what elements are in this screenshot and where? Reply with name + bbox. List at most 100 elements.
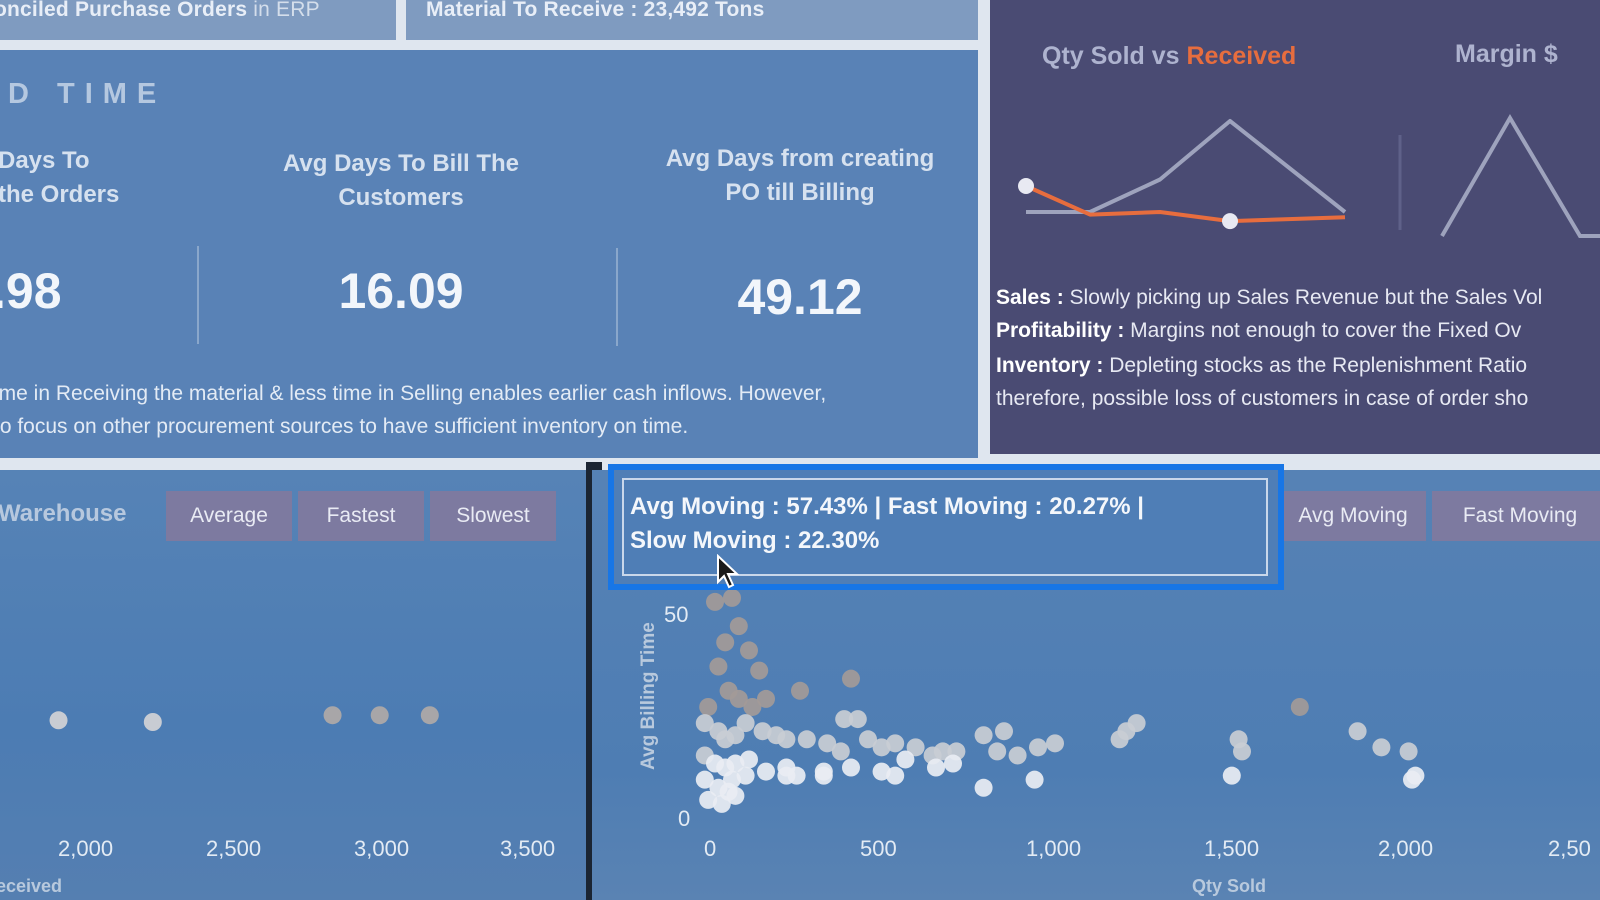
x-tick: 1,000: [1026, 836, 1082, 861]
kpi-po-to-billing-value: 49.12: [737, 269, 863, 325]
scatter-point: [726, 786, 745, 805]
scatter-point: [729, 617, 748, 636]
scatter-point: [420, 706, 439, 725]
scatter-point: [872, 762, 891, 781]
kpi-label-line: Avg Days from creating: [665, 145, 935, 172]
scatter-point: [695, 770, 714, 789]
scatter-point: [709, 657, 728, 676]
scatter-point: [835, 710, 854, 729]
scatter-point: [757, 689, 775, 708]
scatter-point: [842, 758, 860, 777]
summary-line-label: Inventory :: [996, 354, 1104, 377]
scatter-point: [1222, 766, 1241, 785]
kpi-label-line: Customers: [338, 184, 464, 211]
qty-sold-vs-billing-scatter[interactable]: [592, 470, 1600, 900]
scatter-point: [1127, 714, 1146, 733]
qty-sold-vs-received-title: Qty Sold vs Received: [1042, 42, 1296, 71]
scatter-point: [729, 689, 748, 708]
scatter-point: [695, 714, 714, 733]
scatter-point: [859, 730, 877, 749]
scatter-point: [1046, 734, 1064, 753]
summary-line: Sales : Slowly picking up Sales Revenue …: [996, 286, 1542, 310]
x-tick: 2,50: [1548, 836, 1591, 861]
summary-panel: Qty Sold vs Received Margin $ Sales : Sl…: [990, 0, 1600, 454]
kpi-label-line: Days To: [0, 147, 90, 174]
scatter-point: [736, 766, 755, 785]
material-to-receive-text: Material To Receive : 23,492 Tons: [426, 0, 765, 21]
tooltip-content: Avg Moving : 57.43% | Fast Moving : 20.2…: [622, 478, 1268, 576]
mouse-cursor-icon: [717, 554, 740, 589]
chart-title-highlight: Received: [1186, 42, 1297, 70]
scatter-point: [974, 726, 993, 745]
kpi-divider: [616, 248, 618, 346]
x-tick: 1,500: [1204, 836, 1260, 861]
scatter-point: [699, 790, 718, 809]
scatter-point: [750, 661, 769, 680]
warehouse-panel: Warehouse Average Fastest Slowest 2,000 …: [0, 470, 586, 900]
x-tick: 500: [860, 836, 897, 861]
fast-moving-button[interactable]: Fast Moving: [1432, 491, 1600, 541]
warehouse-title: Warehouse: [0, 500, 127, 527]
fastest-button[interactable]: Fastest: [298, 491, 424, 541]
scatter-point: [723, 770, 741, 789]
scatter-point: [995, 722, 1013, 741]
scatter-point: [777, 730, 796, 749]
scatter-point: [1348, 722, 1367, 741]
kpi-days-to-orders-label: Days To the Orders: [0, 144, 119, 212]
sold-series-line: [1026, 119, 1347, 214]
scatter-point: [740, 750, 758, 769]
scatter-point: [726, 726, 745, 745]
kpi-label-line: PO till Billing: [725, 179, 875, 206]
scatter-point: [848, 710, 867, 729]
scatter-point: [814, 766, 833, 785]
qty-sold-vs-received-sparkline: [1018, 114, 1600, 238]
y-tick: 50: [664, 602, 689, 627]
scatter-point: [797, 730, 816, 749]
x-tick: 2,000: [1378, 836, 1434, 861]
billing-scatter-panel: Avg Moving Fast Moving Avg Billing Time …: [592, 470, 1600, 900]
summary-line: Profitability : Margins not enough to co…: [996, 319, 1521, 343]
note-line: ime in Receiving the material & less tim…: [0, 382, 827, 405]
x-tick: 2,500: [206, 836, 262, 861]
x-tick: 0: [704, 836, 717, 861]
x-axis-title: eceived: [0, 876, 63, 896]
scatter-point: [699, 697, 718, 716]
x-axis-title: Qty Sold: [1192, 876, 1267, 896]
summary-line-text: therefore, possible loss of customers in…: [996, 387, 1529, 410]
scatter-point: [723, 588, 741, 607]
scatter-point: [818, 734, 837, 753]
scatter-point: [974, 778, 993, 797]
scatter-point: [712, 794, 731, 813]
margin-sparkline: [1440, 114, 1600, 238]
scatter-point: [896, 750, 915, 769]
avg-moving-button[interactable]: Avg Moving: [1280, 491, 1426, 541]
tooltip-line: Avg Moving : 57.43% | Fast Moving : 20.2…: [630, 493, 1144, 520]
scatter-point: [1008, 746, 1027, 765]
average-button[interactable]: Average: [166, 491, 292, 541]
note-line: to focus on other procurement sources to…: [0, 415, 689, 438]
scatter-point: [143, 713, 162, 731]
kpi-days-to-bill-label: Avg Days To Bill The Customers: [258, 147, 544, 215]
scatter-point: [831, 742, 850, 761]
scatter-point: [740, 641, 758, 660]
scatter-point: [753, 722, 772, 741]
summary-line-label: Profitability :: [996, 319, 1125, 342]
summary-line-text: Depleting stocks as the Replenishment Ra…: [1103, 354, 1528, 377]
x-tick: 3,000: [354, 836, 410, 861]
slowest-button[interactable]: Slowest: [430, 491, 556, 541]
tooltip-line: Slow Moving : 22.30%: [630, 527, 880, 554]
kpi-divider: [197, 246, 199, 344]
lead-time-note: ime in Receiving the material & less tim…: [0, 377, 826, 443]
scatter-point: [323, 706, 342, 725]
summary-line: Inventory : Depleting stocks as the Repl…: [996, 354, 1527, 378]
kpi-days-to-bill-value: 16.09: [338, 263, 464, 319]
purchase-orders-label: onciled Purchase Orders: [0, 0, 248, 21]
summary-line: therefore, possible loss of customers in…: [996, 387, 1528, 411]
scatter-point: [872, 738, 891, 757]
chart-title-part: Qty Sold vs: [1042, 42, 1180, 70]
scatter-point: [1233, 742, 1251, 761]
summary-line-text: Slowly picking up Sales Revenue but the …: [1063, 286, 1543, 309]
scatter-point: [1399, 742, 1418, 761]
sparkline-point: [1222, 213, 1238, 230]
received-series-line: [1025, 184, 1346, 224]
